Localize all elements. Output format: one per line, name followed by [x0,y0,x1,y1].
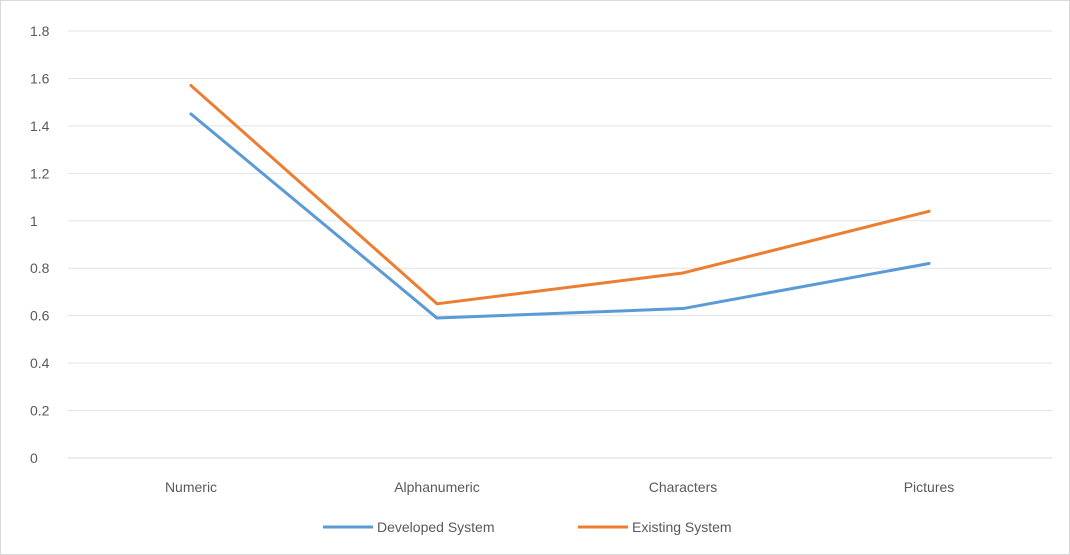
x-axis-ticks: Numeric Alphanumeric Characters Pictures [165,479,954,495]
x-tick-label: Numeric [165,479,217,495]
legend: Developed System Existing System [323,519,732,535]
y-tick-label: 0.4 [30,355,50,371]
data-point [435,316,439,320]
y-tick-label: 0.2 [30,403,50,419]
legend-label: Existing System [632,519,732,535]
series-line-2 [189,84,931,306]
data-point [927,261,931,265]
x-tick-label: Alphanumeric [394,479,480,495]
x-tick-label: Pictures [904,479,955,495]
y-tick-label: 0.6 [30,308,50,324]
y-tick-label: 1.6 [30,70,50,86]
data-point [681,307,685,311]
gridlines [68,30,1052,459]
series-line-1 [189,112,931,320]
data-point [927,209,931,213]
y-tick-label: 1.2 [30,165,50,181]
data-point [189,112,193,116]
y-axis-ticks: 0 0.2 0.4 0.6 0.8 1 1.2 1.4 1.6 1.8 [30,23,50,466]
y-tick-label: 1 [30,213,38,229]
data-point [681,271,685,275]
y-tick-label: 1.8 [30,23,50,39]
y-tick-label: 0 [30,450,38,466]
x-tick-label: Characters [649,479,717,495]
legend-label: Developed System [377,519,495,535]
series-lines [189,84,931,320]
y-tick-label: 0.8 [30,260,50,276]
data-point [435,302,439,306]
y-tick-label: 1.4 [30,118,50,134]
data-point [189,84,193,88]
